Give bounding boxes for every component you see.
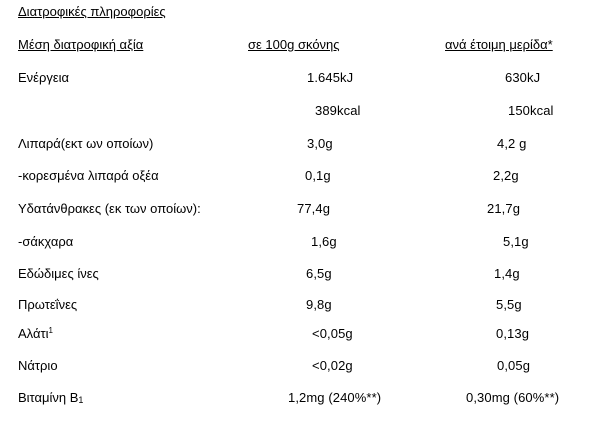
row-label-with-subscript: Βιταμίνη Β1 [18,390,83,405]
row-per-100g: 389kcal [315,103,361,118]
table-row: Πρωτεΐνες 9,8g 5,5g [0,297,590,315]
table-row: Αλάτι1 <0,05g 0,13g [0,326,590,344]
subscript-marker: 1 [78,395,84,405]
row-per-serving: 630kJ [505,70,541,85]
row-per-serving: 0,13g [496,326,530,341]
row-per-100g: 6,5g [306,266,332,281]
row-per-100g: <0,05g [312,326,353,341]
row-label: Ενέργεια [18,70,70,85]
row-per-serving: 4,2 g [497,136,527,151]
header-per-100g: σε 100g σκόνης [248,37,340,52]
row-per-serving: 0,30mg (60%**) [466,390,560,405]
header-per-serving: ανά έτοιμη μερίδα* [445,37,553,52]
row-label: Νάτριο [18,358,58,373]
row-label: Αλάτι [18,326,49,341]
row-per-100g: 3,0g [307,136,333,151]
table-row: 389kcal 150kcal [0,103,590,121]
header-label: Μέση διατροφική αξία [18,37,144,52]
row-per-100g: <0,02g [312,358,353,373]
nutrition-title: Διατροφικές πληροφορίες [18,4,166,19]
footnote-marker: 1 [48,326,53,335]
row-label: Υδατάνθρακες (εκ των οποίων): [18,201,201,216]
row-per-serving: 1,4g [494,266,520,281]
row-per-serving: 5,1g [503,234,529,249]
row-label: -σάκχαρα [18,234,74,249]
table-row: -κορεσμένα λιπαρά οξέα 0,1g 2,2g [0,168,590,186]
table-row: Ενέργεια 1.645kJ 630kJ [0,70,590,88]
row-label: Εδώδιμες ίνες [18,266,99,281]
row-per-100g: 0,1g [305,168,331,183]
table-row: Υδατάνθρακες (εκ των οποίων): 77,4g 21,7… [0,201,590,219]
row-per-100g: 1,6g [311,234,337,249]
row-per-serving: 2,2g [493,168,519,183]
table-row: Βιταμίνη Β1 1,2mg (240%**) 0,30mg (60%**… [0,390,590,408]
table-row: Λιπαρά(εκτ ων οποίων) 3,0g 4,2 g [0,136,590,154]
row-per-serving: 5,5g [496,297,522,312]
row-per-serving: 21,7g [487,201,521,216]
row-per-serving: 0,05g [497,358,531,373]
row-per-100g: 1.645kJ [307,70,354,85]
row-label-with-footnote: Αλάτι1 [18,326,53,341]
table-row: Νάτριο <0,02g 0,05g [0,358,590,376]
row-per-100g: 9,8g [306,297,332,312]
row-per-100g: 1,2mg (240%**) [288,390,382,405]
row-label: Πρωτεΐνες [18,297,78,312]
row-per-serving: 150kcal [508,103,554,118]
table-row: -σάκχαρα 1,6g 5,1g [0,234,590,252]
row-label: Βιταμίνη Β [18,390,79,405]
row-label: Λιπαρά(εκτ ων οποίων) [18,136,154,151]
row-label: -κορεσμένα λιπαρά οξέα [18,168,159,183]
table-header: Μέση διατροφική αξία σε 100g σκόνης ανά … [0,37,590,55]
row-per-100g: 77,4g [297,201,331,216]
table-row: Εδώδιμες ίνες 6,5g 1,4g [0,266,590,284]
